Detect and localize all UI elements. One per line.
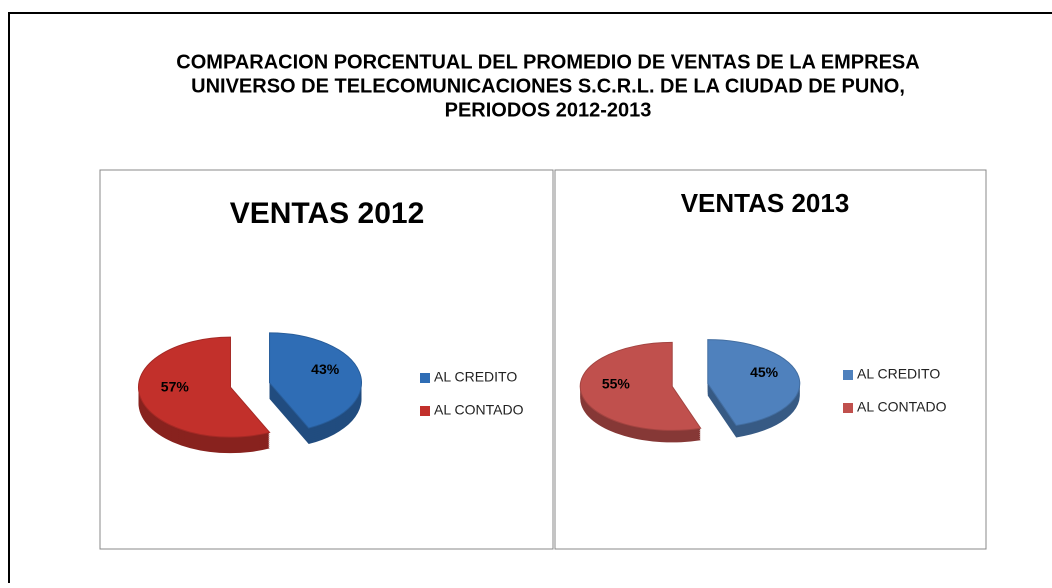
- pie-slice: [579, 341, 702, 431]
- legend-swatch: [843, 403, 853, 413]
- legend-swatch: [843, 370, 853, 380]
- pie-slice: [138, 336, 271, 438]
- main-title: UNIVERSO DE TELECOMUNICACIONES S.C.R.L. …: [191, 75, 905, 97]
- chart-title: VENTAS 2013: [681, 188, 850, 218]
- legend-swatch: [420, 373, 430, 383]
- legend-label: AL CREDITO: [857, 366, 940, 382]
- pie-slice: [707, 339, 801, 426]
- legend-swatch: [420, 406, 430, 416]
- data-label: 45%: [750, 364, 779, 380]
- data-label: 55%: [602, 375, 631, 391]
- pie-slice: [269, 332, 362, 429]
- main-title: COMPARACION PORCENTUAL DEL PROMEDIO DE V…: [176, 51, 919, 73]
- chart-title: VENTAS 2012: [230, 197, 425, 230]
- data-label: 57%: [161, 379, 190, 395]
- legend-label: AL CONTADO: [434, 402, 524, 418]
- legend-label: AL CREDITO: [434, 369, 517, 385]
- main-title: PERIODOS 2012-2013: [445, 99, 652, 121]
- legend-label: AL CONTADO: [857, 399, 947, 415]
- data-label: 43%: [311, 361, 340, 377]
